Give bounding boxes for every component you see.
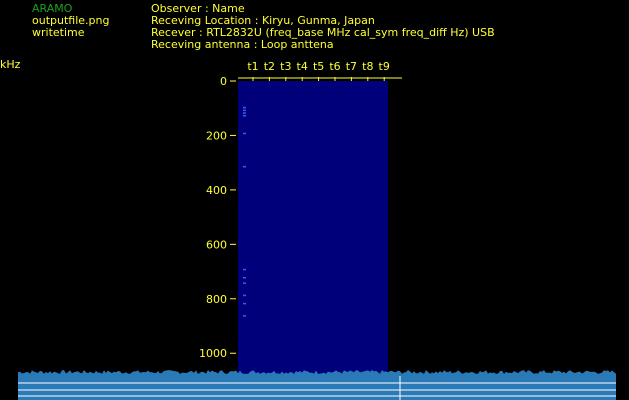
spectrum-area: [18, 370, 616, 400]
signal-mark: [243, 277, 246, 279]
signal-mark: [243, 282, 246, 284]
observer-line: Observer : Name: [151, 2, 245, 15]
signal-mark: [243, 106, 246, 109]
freq-tick-label: 200: [206, 129, 227, 142]
signal-mark: [243, 294, 246, 297]
antenna-line: Receving antenna : Loop anttena: [151, 38, 334, 51]
time-tick-label: t8: [362, 60, 373, 73]
frequency-unit-label: kHz: [0, 58, 21, 71]
time-tick-label: t5: [313, 60, 324, 73]
freq-tick-label: 400: [206, 184, 227, 197]
spectrogram-panel: [238, 81, 388, 375]
signal-mark: [243, 132, 246, 135]
receiver-line: Recever : RTL2832U (freq_base MHz cal_sy…: [151, 26, 495, 39]
location-line: Receving Location : Kiryu, Gunma, Japan: [151, 14, 375, 27]
time-tick-label: t6: [329, 60, 340, 73]
app-name: ARAMO: [32, 2, 73, 15]
time-tick-label: t9: [379, 60, 390, 73]
signal-mark: [243, 109, 246, 112]
time-tick-label: t3: [280, 60, 291, 73]
time-tick-label: t4: [297, 60, 308, 73]
signal-mark: [243, 165, 246, 168]
signal-mark: [243, 268, 246, 271]
signal-mark: [243, 315, 246, 317]
write-time: writetime: [32, 26, 85, 39]
signal-mark: [243, 112, 246, 114]
freq-tick-label: 0: [220, 75, 227, 88]
signal-mark: [243, 115, 246, 117]
freq-tick-label: 800: [206, 293, 227, 306]
freq-tick-label: 600: [206, 238, 227, 251]
time-tick-label: t1: [247, 60, 258, 73]
freq-tick-label: 1000: [199, 347, 227, 360]
output-filename: outputfile.png: [32, 14, 110, 27]
time-tick-label: t7: [346, 60, 357, 73]
signal-mark: [243, 302, 246, 305]
time-tick-label: t2: [264, 60, 275, 73]
